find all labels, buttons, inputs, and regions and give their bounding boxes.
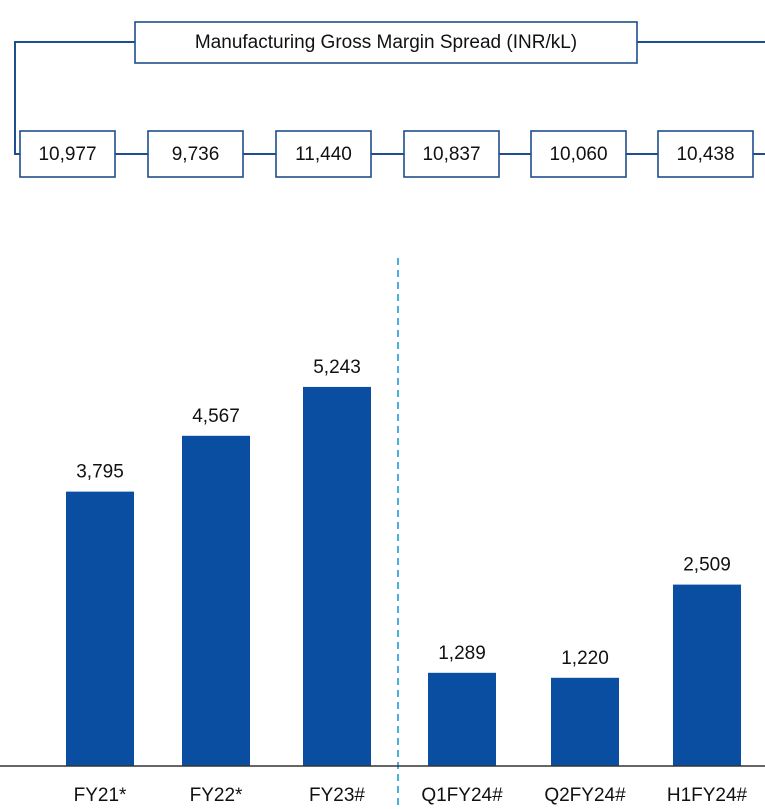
chart-title: Manufacturing Gross Margin Spread (INR/k…	[195, 32, 577, 53]
spread-box	[657, 130, 754, 178]
spread-box	[403, 130, 500, 178]
data-label: 1,220	[561, 648, 609, 669]
spread-box	[275, 130, 372, 178]
spread-box	[19, 130, 116, 178]
spread-box	[530, 130, 627, 178]
spread-label: 10,977	[38, 144, 96, 165]
spread-label: 9,736	[172, 144, 220, 165]
x-tick-label: H1FY24#	[667, 785, 748, 806]
bar	[551, 677, 619, 766]
title-box	[134, 21, 638, 64]
spread-label: 10,438	[676, 144, 734, 165]
spread-label: 11,440	[295, 144, 352, 165]
bar	[428, 672, 496, 766]
x-tick-label: FY21*	[74, 785, 127, 806]
x-tick-label: Q2FY24#	[544, 785, 626, 806]
spread-label: 10,060	[549, 144, 607, 165]
data-label: 2,509	[683, 555, 731, 576]
data-label: 4,567	[192, 406, 240, 427]
data-label: 1,289	[438, 643, 486, 664]
bar	[182, 435, 250, 766]
x-tick-label: Q1FY24#	[421, 785, 503, 806]
spread-label: 10,837	[422, 144, 480, 165]
data-label: 3,795	[76, 462, 124, 483]
data-label: 5,243	[313, 357, 361, 378]
x-tick-label: FY23#	[309, 785, 365, 806]
bar	[66, 491, 134, 766]
bar	[673, 584, 741, 766]
x-tick-label: FY22*	[190, 785, 243, 806]
bar	[303, 386, 371, 766]
spread-box	[147, 130, 244, 178]
